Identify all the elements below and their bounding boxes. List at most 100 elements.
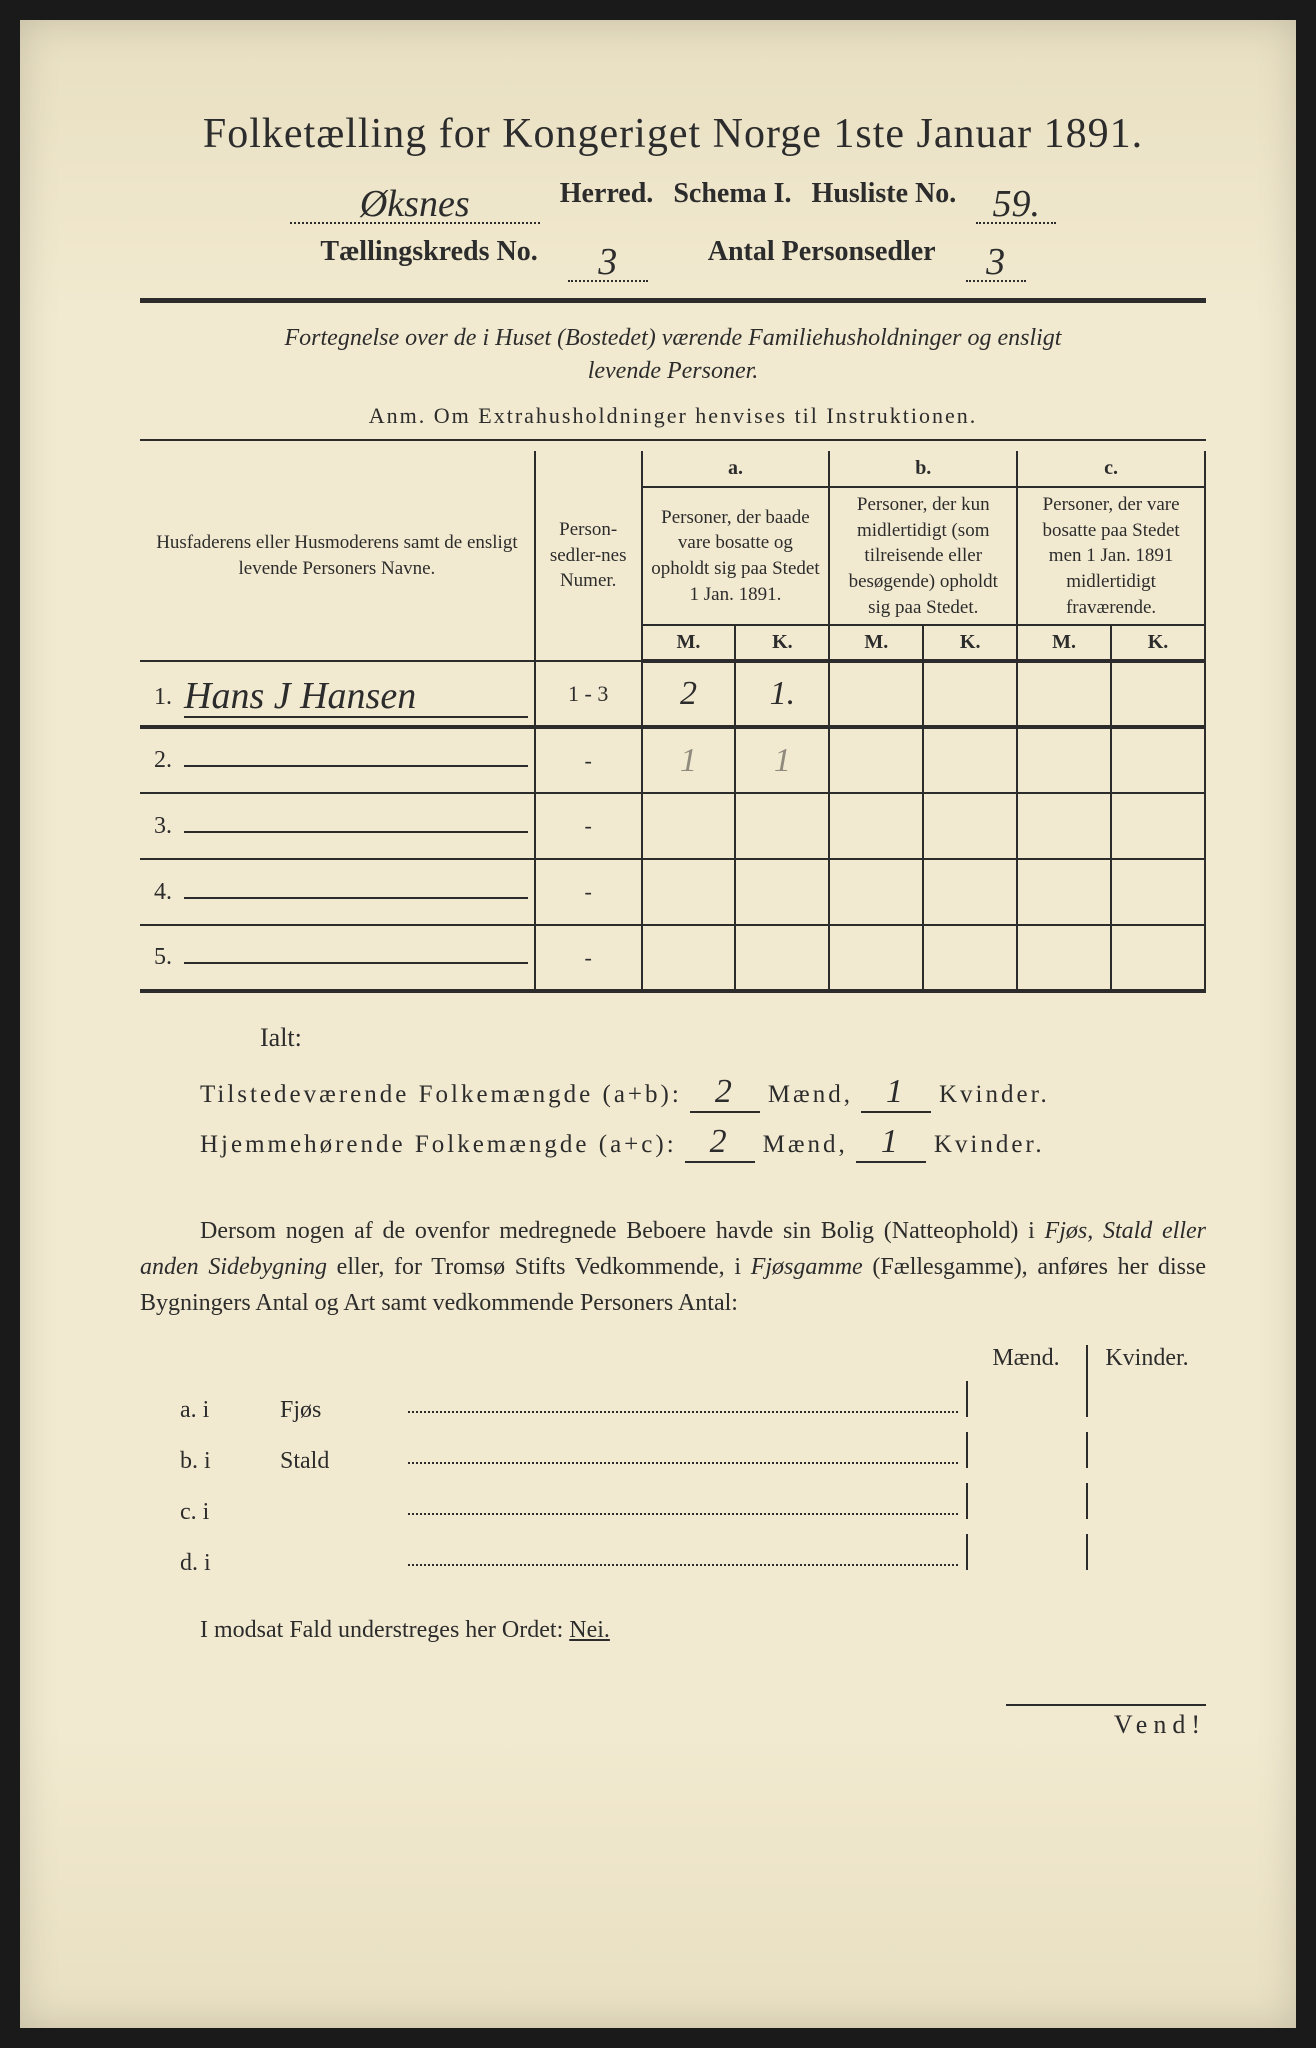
col-header-numer: Person-sedler-nes Numer. (535, 451, 642, 661)
herred-label: Herred. (560, 178, 654, 224)
table-row: 5. - (140, 925, 1205, 991)
bk-cell (923, 727, 1017, 793)
kreds-label: Tællingskreds No. (320, 236, 537, 282)
buildings-paragraph: Dersom nogen af de ovenfor medregnede Be… (140, 1213, 1206, 1321)
kreds-value: 3 (598, 241, 617, 283)
ak-cell (735, 793, 829, 859)
kvinder-header: Kvinder. (1086, 1345, 1206, 1381)
col-header-b-top: b. (829, 451, 1017, 487)
table-row: 4. - (140, 859, 1205, 925)
ak-cell: 1. (770, 675, 796, 712)
building-label: a. i (180, 1397, 280, 1424)
row-num: 4. (154, 879, 172, 906)
building-label: d. i (180, 1550, 280, 1577)
building-name: Fjøs (280, 1397, 400, 1424)
bk-cell (923, 925, 1017, 991)
bm-cell (829, 859, 923, 925)
numer-cell: 1 - 3 (535, 661, 642, 727)
numer-cell: - (535, 859, 642, 925)
am-cell: 2 (680, 675, 697, 712)
modsat-line: I modsat Fald understreges her Ordet: Ne… (140, 1617, 1206, 1644)
row-num: 2. (154, 747, 172, 774)
bm-cell (829, 925, 923, 991)
col-k-b: K. (923, 625, 1017, 661)
divider-2 (140, 439, 1206, 441)
modsat-text: I modsat Fald understreges her Ordet: (200, 1617, 563, 1643)
header-row-2: Tællingskreds No. 3 Antal Personsedler 3 (140, 236, 1206, 282)
col-header-b: Personer, der kun midlertidigt (som tilr… (829, 487, 1017, 625)
ialt-label: Ialt: (260, 1023, 1206, 1053)
table-row: 1. Hans J Hansen 1 - 3 2 1. (140, 661, 1205, 727)
kreds-field: 3 (568, 236, 648, 282)
summary-ac-m: 2 (710, 1123, 730, 1160)
main-title: Folketælling for Kongeriget Norge 1ste J… (140, 110, 1206, 158)
building-row: d. i (180, 1534, 1206, 1577)
building-k (1086, 1381, 1206, 1417)
bm-cell (829, 661, 923, 727)
husliste-field: 59. (976, 178, 1056, 224)
cm-cell (1017, 661, 1111, 727)
row-num: 1. (154, 684, 172, 711)
summary-ac-label: Hjemmehørende Folkemængde (a+c): (200, 1131, 677, 1159)
ck-cell (1111, 925, 1205, 991)
schema-label: Schema I. (673, 178, 791, 224)
description-line-2: levende Personer. (140, 358, 1206, 385)
maend-label-2: Mænd, (763, 1131, 848, 1159)
buildings-mk-header: Mænd. Kvinder. (180, 1345, 1206, 1381)
personsedler-value: 3 (986, 241, 1005, 283)
bk-cell (923, 793, 1017, 859)
ak-cell: 1 (774, 742, 791, 779)
ck-cell (1111, 793, 1205, 859)
col-header-c: Personer, der vare bosatte paa Stedet me… (1017, 487, 1205, 625)
building-m (966, 1432, 1086, 1468)
main-table: Husfaderens eller Husmoderens samt de en… (140, 451, 1206, 993)
bm-cell (829, 727, 923, 793)
row-num: 3. (154, 813, 172, 840)
document-page: Folketælling for Kongeriget Norge 1ste J… (20, 20, 1296, 2028)
building-m (966, 1534, 1086, 1570)
summary-ac: Hjemmehørende Folkemængde (a+c): 2 Mænd,… (200, 1123, 1206, 1163)
col-header-a-top: a. (642, 451, 830, 487)
dots-fill (408, 1564, 958, 1566)
col-k-a: K. (735, 625, 829, 661)
husliste-label: Husliste No. (812, 178, 957, 224)
summary-ab-label: Tilstedeværende Folkemængde (a+b): (200, 1081, 682, 1109)
anm-note: Anm. Om Extrahusholdninger henvises til … (140, 403, 1206, 429)
dots-fill (408, 1411, 958, 1413)
col-header-a: Personer, der baade vare bosatte og opho… (642, 487, 830, 625)
building-name: Stald (280, 1448, 400, 1475)
dots-fill (408, 1513, 958, 1515)
husliste-value: 59. (992, 183, 1040, 225)
nei-word: Nei. (569, 1617, 610, 1643)
header-row-1: Øksnes Herred. Schema I. Husliste No. 59… (140, 178, 1206, 224)
summary-ab-k: 1 (886, 1073, 906, 1110)
herred-field: Øksnes (290, 178, 540, 224)
building-k (1086, 1483, 1206, 1519)
ck-cell (1111, 859, 1205, 925)
am-cell (642, 793, 736, 859)
building-k (1086, 1534, 1206, 1570)
table-row: 3. - (140, 793, 1205, 859)
person-name: Hans J Hansen (184, 674, 416, 718)
summary-ab-m: 2 (715, 1073, 735, 1110)
building-row: c. i (180, 1483, 1206, 1526)
building-label: b. i (180, 1448, 280, 1475)
maend-label: Mænd, (768, 1081, 853, 1109)
summary-ac-k: 1 (881, 1123, 901, 1160)
bm-cell (829, 793, 923, 859)
divider-1 (140, 298, 1206, 303)
col-m-b: M. (829, 625, 923, 661)
ak-cell (735, 859, 829, 925)
building-row: b. i Stald (180, 1432, 1206, 1475)
ck-cell (1111, 661, 1205, 727)
cm-cell (1017, 925, 1111, 991)
cm-cell (1017, 727, 1111, 793)
col-k-c: K. (1111, 625, 1205, 661)
row-num: 5. (154, 944, 172, 971)
description-line-1: Fortegnelse over de i Huset (Bostedet) v… (140, 325, 1206, 352)
ck-cell (1111, 727, 1205, 793)
am-cell (642, 859, 736, 925)
bk-cell (923, 661, 1017, 727)
am-cell (642, 925, 736, 991)
bk-cell (923, 859, 1017, 925)
